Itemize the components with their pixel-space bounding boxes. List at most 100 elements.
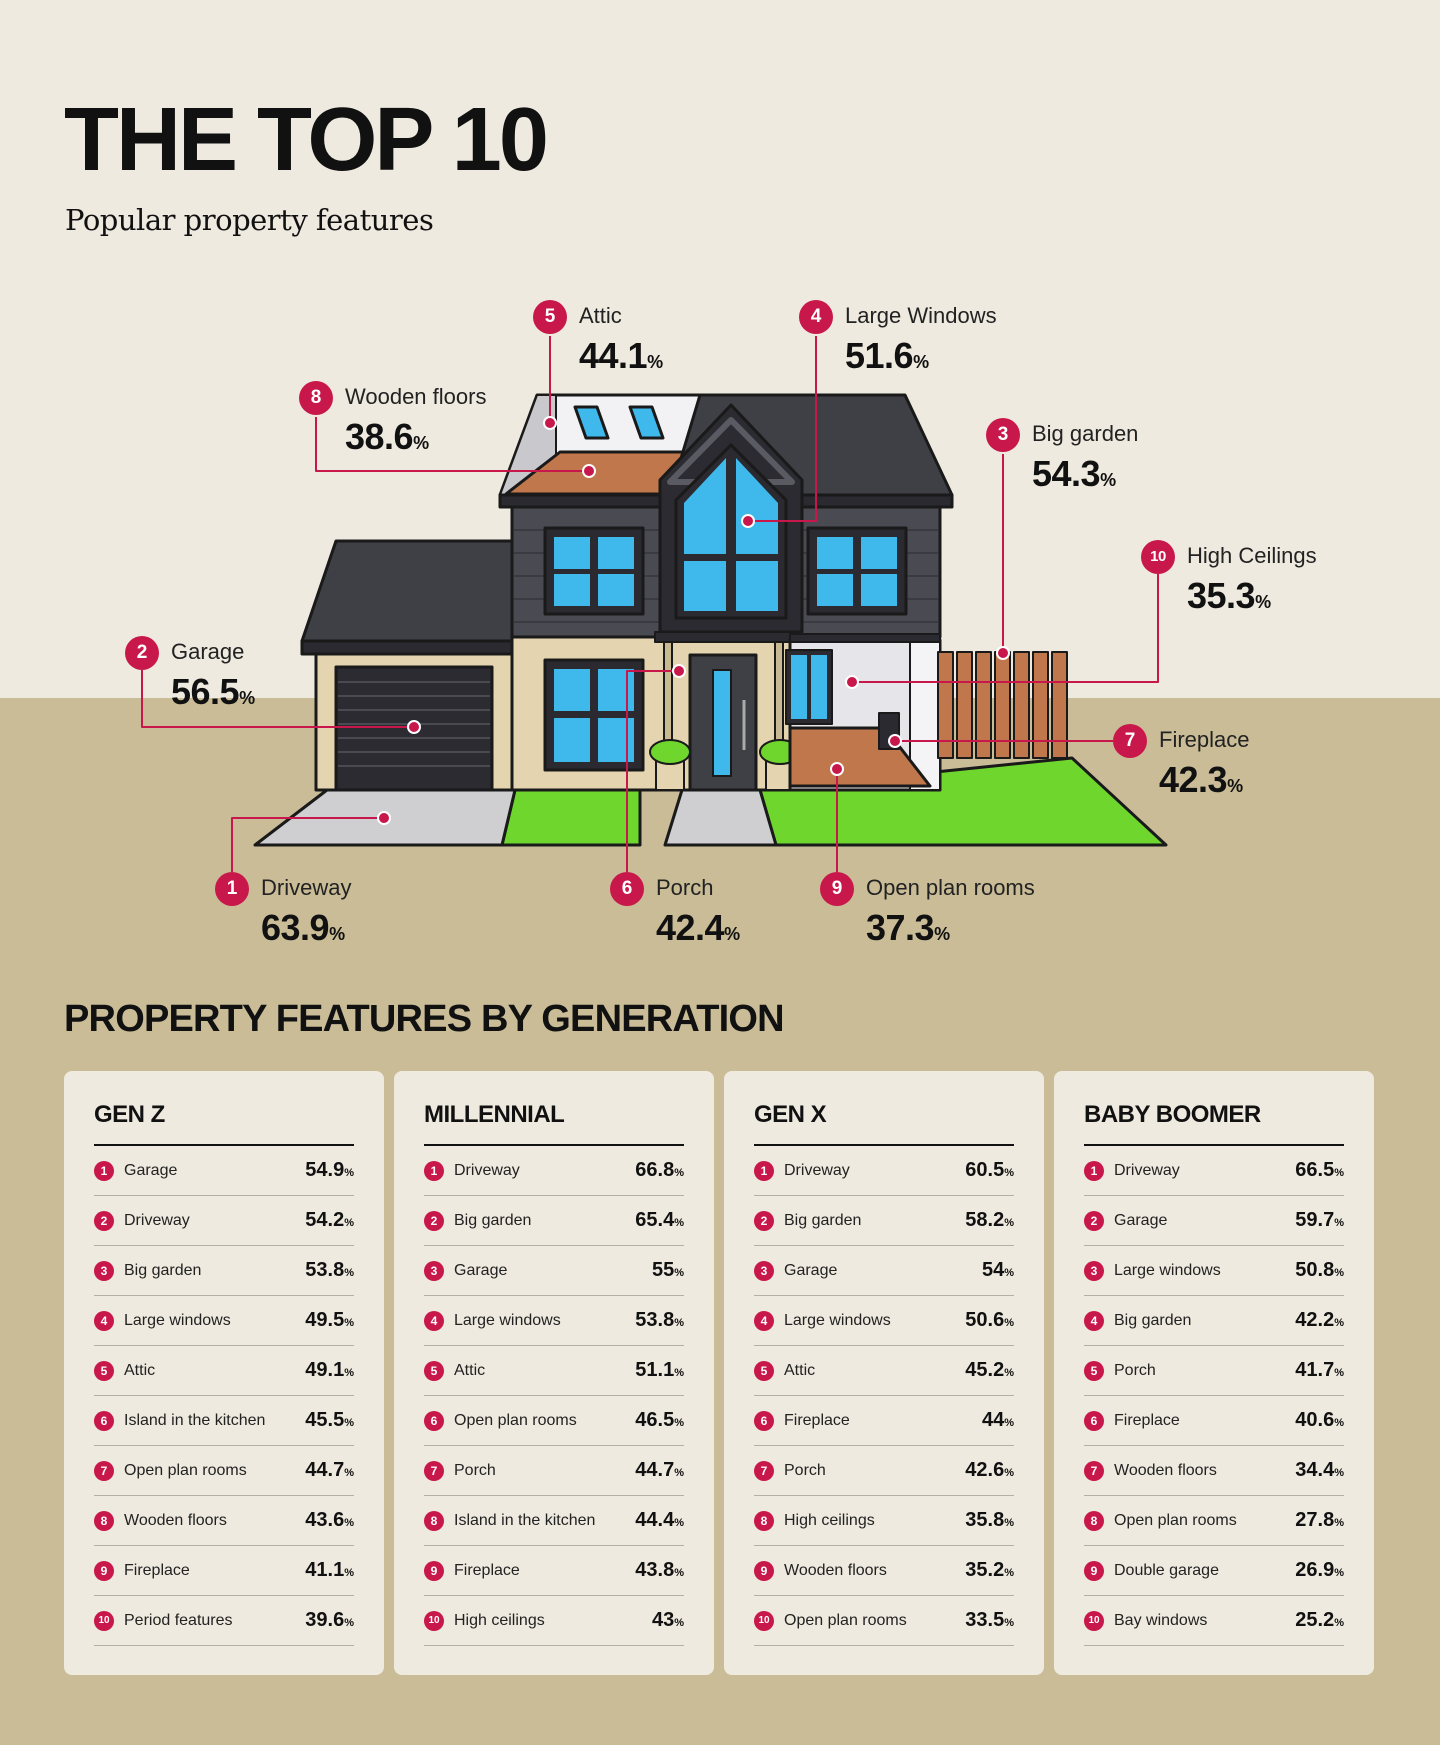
lawn-left [500, 788, 642, 847]
rank-badge: 9 [424, 1561, 444, 1581]
leader-lines [141, 336, 1159, 872]
feature-value: 43.8% [635, 1559, 684, 1581]
callout-label: Open plan rooms [866, 875, 1035, 900]
feature-name: High ceilings [784, 1512, 875, 1529]
gen-list: 1 Garage 54.9% 2 Driveway 54.2% 3 Big garden 53.… [94, 1146, 354, 1646]
gen-list: 1 Driveway 60.5% 2 Big garden 58.2% 3 Garage 54%… [754, 1146, 1014, 1646]
rank-badge: 2 [94, 1211, 114, 1231]
list-item: 4 Large windows 49.5% [94, 1296, 354, 1346]
rank-badge: 2 [125, 636, 159, 670]
callout-value: 38.6% [345, 416, 429, 457]
feature-name: Big garden [1114, 1312, 1192, 1329]
feature-name: Double garage [1114, 1562, 1219, 1579]
feature-name: Large windows [124, 1312, 231, 1329]
dot-garage [407, 720, 421, 734]
list-item: 9 Double garage 26.9% [1084, 1546, 1344, 1596]
feature-value: 35.8% [965, 1509, 1014, 1531]
dot-big-garden [996, 646, 1010, 660]
callout-value: 54.3% [1032, 453, 1116, 494]
rank-badge: 4 [424, 1311, 444, 1331]
rank-badge: 1 [754, 1161, 774, 1181]
feature-name: Fireplace [124, 1562, 190, 1579]
planter-left [649, 739, 691, 791]
feature-value: 43.6% [305, 1509, 354, 1531]
rank-badge: 9 [820, 872, 854, 906]
leader-large-windows [748, 336, 817, 522]
rank-badge: 10 [1141, 540, 1175, 574]
rank-badge: 5 [424, 1361, 444, 1381]
list-item: 7 Porch 44.7% [424, 1446, 684, 1496]
feature-value: 45.5% [305, 1409, 354, 1431]
upper-window-left [543, 526, 645, 616]
path-paving [663, 788, 778, 847]
rank-badge: 1 [424, 1161, 444, 1181]
rank-badge: 7 [424, 1461, 444, 1481]
porch-canopy [654, 631, 791, 643]
feature-name: Garage [454, 1262, 508, 1279]
dot-porch [672, 664, 686, 678]
feature-name: Attic [454, 1362, 486, 1379]
rank-badge: 3 [424, 1261, 444, 1281]
feature-name: Garage [784, 1262, 838, 1279]
feature-value: 34.4% [1295, 1459, 1344, 1481]
section-title: PROPERTY FEATURES BY GENERATION [64, 998, 785, 1040]
feature-name: Island in the kitchen [454, 1512, 596, 1529]
feature-name: Open plan rooms [784, 1612, 907, 1629]
rank-badge: 2 [424, 1211, 444, 1231]
rank-badge: 4 [799, 300, 833, 334]
interior-window [785, 649, 833, 725]
callout-label: Wooden floors [345, 384, 487, 409]
callout-label: Porch [656, 875, 714, 900]
gen-divider [94, 1144, 354, 1146]
list-item: 3 Garage 55% [424, 1246, 684, 1296]
rank-badge: 9 [1084, 1561, 1104, 1581]
callout-value: 56.5% [171, 671, 255, 712]
list-item: 1 Driveway 66.8% [424, 1146, 684, 1196]
feature-value: 40.6% [1295, 1409, 1344, 1431]
callout-value: 35.3% [1187, 575, 1271, 616]
list-item: 3 Big garden 53.8% [94, 1246, 354, 1296]
rank-badge: 3 [986, 418, 1020, 452]
feature-value: 54.2% [305, 1209, 354, 1231]
list-item: 8 High ceilings 35.8% [754, 1496, 1014, 1546]
rank-badge: 4 [754, 1311, 774, 1331]
list-item: 2 Big garden 58.2% [754, 1196, 1014, 1246]
list-item: 1 Driveway 60.5% [754, 1146, 1014, 1196]
rank-badge: 5 [754, 1361, 774, 1381]
list-item: 2 Big garden 65.4% [424, 1196, 684, 1246]
gen-list: 1 Driveway 66.5% 2 Garage 59.7% 3 Large windows… [1084, 1146, 1344, 1646]
rank-badge: 2 [1084, 1211, 1104, 1231]
list-item: 5 Attic 45.2% [754, 1346, 1014, 1396]
feature-name: Open plan rooms [124, 1462, 247, 1479]
list-item: 9 Fireplace 43.8% [424, 1546, 684, 1596]
list-item: 2 Garage 59.7% [1084, 1196, 1344, 1246]
feature-value: 58.2% [965, 1209, 1014, 1231]
rank-badge: 7 [754, 1461, 774, 1481]
feature-value: 44% [981, 1409, 1014, 1431]
rank-badge: 5 [533, 300, 567, 334]
rank-badge: 4 [1084, 1311, 1104, 1331]
list-item: 1 Garage 54.9% [94, 1146, 354, 1196]
attic-skylight-2 [628, 405, 665, 440]
rank-badge: 10 [1084, 1611, 1104, 1631]
rank-badge: 1 [94, 1161, 114, 1181]
rank-badge: 9 [94, 1561, 114, 1581]
feature-value: 53.8% [305, 1259, 354, 1281]
feature-name: Garage [1114, 1212, 1168, 1229]
list-item: 10 Bay windows 25.2% [1084, 1596, 1344, 1646]
rank-badge: 5 [94, 1361, 114, 1381]
feature-value: 59.7% [1295, 1209, 1344, 1231]
gen-title: BABY BOOMER [1084, 1101, 1261, 1128]
list-item: 9 Wooden floors 35.2% [754, 1546, 1014, 1596]
feature-value: 41.7% [1295, 1359, 1344, 1381]
list-item: 9 Fireplace 41.1% [94, 1546, 354, 1596]
large-window-glass-br [736, 561, 778, 611]
dot-high-ceilings [845, 675, 859, 689]
list-item: 6 Open plan rooms 46.5% [424, 1396, 684, 1446]
list-item: 10 High ceilings 43% [424, 1596, 684, 1646]
rank-badge: 7 [1084, 1461, 1104, 1481]
feature-name: Porch [1114, 1362, 1156, 1379]
list-item: 8 Wooden floors 43.6% [94, 1496, 354, 1546]
dot-large-windows [741, 514, 755, 528]
